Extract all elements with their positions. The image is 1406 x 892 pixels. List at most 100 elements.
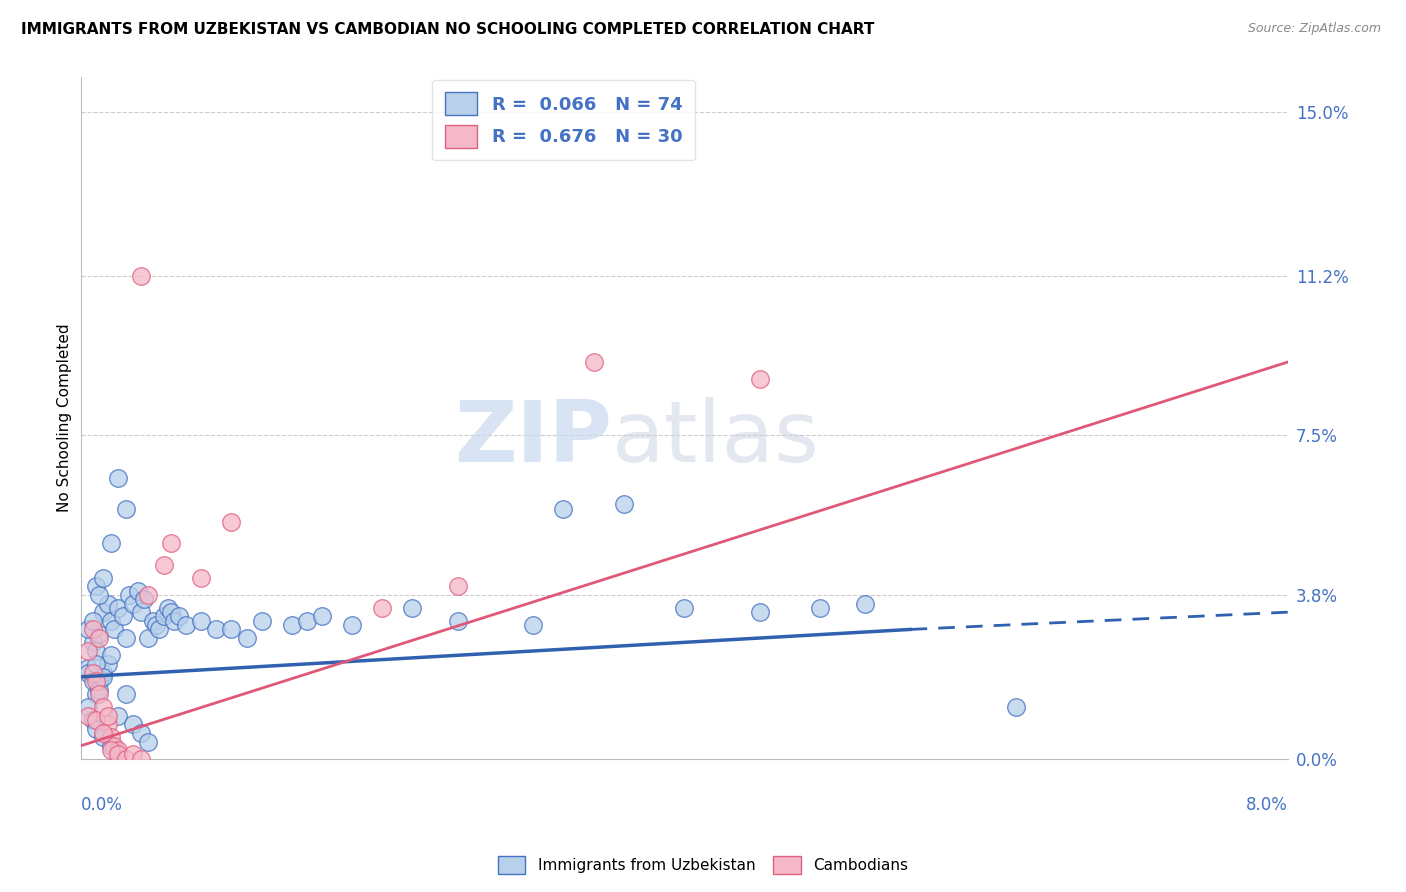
Point bbox=[122, 717, 145, 731]
Point bbox=[82, 614, 104, 628]
Text: 0.0%: 0.0% bbox=[80, 797, 122, 814]
Legend: R =  0.066   N = 74, R =  0.676   N = 30: R = 0.066 N = 74, R = 0.676 N = 30 bbox=[432, 79, 695, 161]
Point bbox=[160, 536, 183, 550]
Point bbox=[221, 623, 243, 637]
Point bbox=[97, 657, 120, 671]
Point bbox=[371, 600, 394, 615]
Point bbox=[340, 618, 363, 632]
Point bbox=[84, 722, 107, 736]
Point bbox=[127, 583, 149, 598]
Point bbox=[553, 501, 575, 516]
Point bbox=[84, 674, 107, 689]
Point bbox=[103, 623, 125, 637]
Y-axis label: No Schooling Completed: No Schooling Completed bbox=[58, 324, 72, 512]
Point bbox=[114, 752, 136, 766]
Point bbox=[77, 700, 100, 714]
Point bbox=[122, 597, 145, 611]
Point bbox=[107, 743, 129, 757]
Point bbox=[103, 739, 125, 753]
Point bbox=[87, 588, 110, 602]
Point bbox=[295, 614, 318, 628]
Point bbox=[114, 687, 136, 701]
Point bbox=[152, 609, 174, 624]
Point bbox=[91, 726, 114, 740]
Point bbox=[84, 713, 107, 727]
Point bbox=[114, 501, 136, 516]
Point bbox=[114, 631, 136, 645]
Point bbox=[129, 605, 152, 619]
Point bbox=[174, 618, 197, 632]
Point bbox=[748, 372, 770, 386]
Point bbox=[401, 600, 423, 615]
Point bbox=[107, 708, 129, 723]
Point bbox=[157, 600, 180, 615]
Point bbox=[97, 717, 120, 731]
Text: ZIP: ZIP bbox=[454, 397, 612, 480]
Point bbox=[91, 670, 114, 684]
Point bbox=[122, 747, 145, 762]
Point bbox=[613, 497, 636, 511]
Point bbox=[138, 588, 160, 602]
Point bbox=[152, 558, 174, 572]
Point bbox=[82, 623, 104, 637]
Point bbox=[77, 665, 100, 680]
Point bbox=[91, 665, 114, 680]
Point bbox=[522, 618, 544, 632]
Point bbox=[100, 739, 122, 753]
Point bbox=[160, 605, 183, 619]
Point bbox=[118, 588, 141, 602]
Point bbox=[97, 597, 120, 611]
Point bbox=[808, 600, 831, 615]
Text: atlas: atlas bbox=[612, 397, 820, 480]
Text: Source: ZipAtlas.com: Source: ZipAtlas.com bbox=[1247, 22, 1381, 36]
Point bbox=[91, 571, 114, 585]
Point bbox=[91, 730, 114, 744]
Point bbox=[129, 752, 152, 766]
Point bbox=[748, 605, 770, 619]
Point bbox=[77, 708, 100, 723]
Point bbox=[91, 700, 114, 714]
Point bbox=[129, 268, 152, 283]
Legend: Immigrants from Uzbekistan, Cambodians: Immigrants from Uzbekistan, Cambodians bbox=[492, 850, 914, 880]
Point bbox=[853, 597, 876, 611]
Text: 8.0%: 8.0% bbox=[1246, 797, 1288, 814]
Point bbox=[163, 614, 186, 628]
Point bbox=[447, 614, 470, 628]
Point bbox=[84, 579, 107, 593]
Point bbox=[1005, 700, 1028, 714]
Point bbox=[167, 609, 190, 624]
Point bbox=[82, 674, 104, 689]
Point bbox=[311, 609, 333, 624]
Point bbox=[100, 743, 122, 757]
Point bbox=[205, 623, 228, 637]
Point bbox=[673, 600, 696, 615]
Point bbox=[77, 623, 100, 637]
Point bbox=[87, 674, 110, 689]
Point bbox=[138, 631, 160, 645]
Point bbox=[129, 726, 152, 740]
Point bbox=[111, 609, 134, 624]
Point bbox=[250, 614, 273, 628]
Point bbox=[91, 605, 114, 619]
Point bbox=[100, 648, 122, 663]
Point bbox=[447, 579, 470, 593]
Point bbox=[138, 734, 160, 748]
Point bbox=[87, 626, 110, 640]
Point bbox=[582, 355, 605, 369]
Point bbox=[84, 687, 107, 701]
Point bbox=[82, 665, 104, 680]
Point bbox=[100, 730, 122, 744]
Point bbox=[142, 614, 165, 628]
Point bbox=[77, 644, 100, 658]
Point bbox=[87, 682, 110, 697]
Point bbox=[145, 618, 167, 632]
Point bbox=[82, 635, 104, 649]
Point bbox=[100, 536, 122, 550]
Point bbox=[77, 661, 100, 675]
Point bbox=[107, 600, 129, 615]
Point bbox=[132, 592, 155, 607]
Point bbox=[107, 747, 129, 762]
Point bbox=[190, 571, 212, 585]
Point bbox=[82, 713, 104, 727]
Point bbox=[87, 687, 110, 701]
